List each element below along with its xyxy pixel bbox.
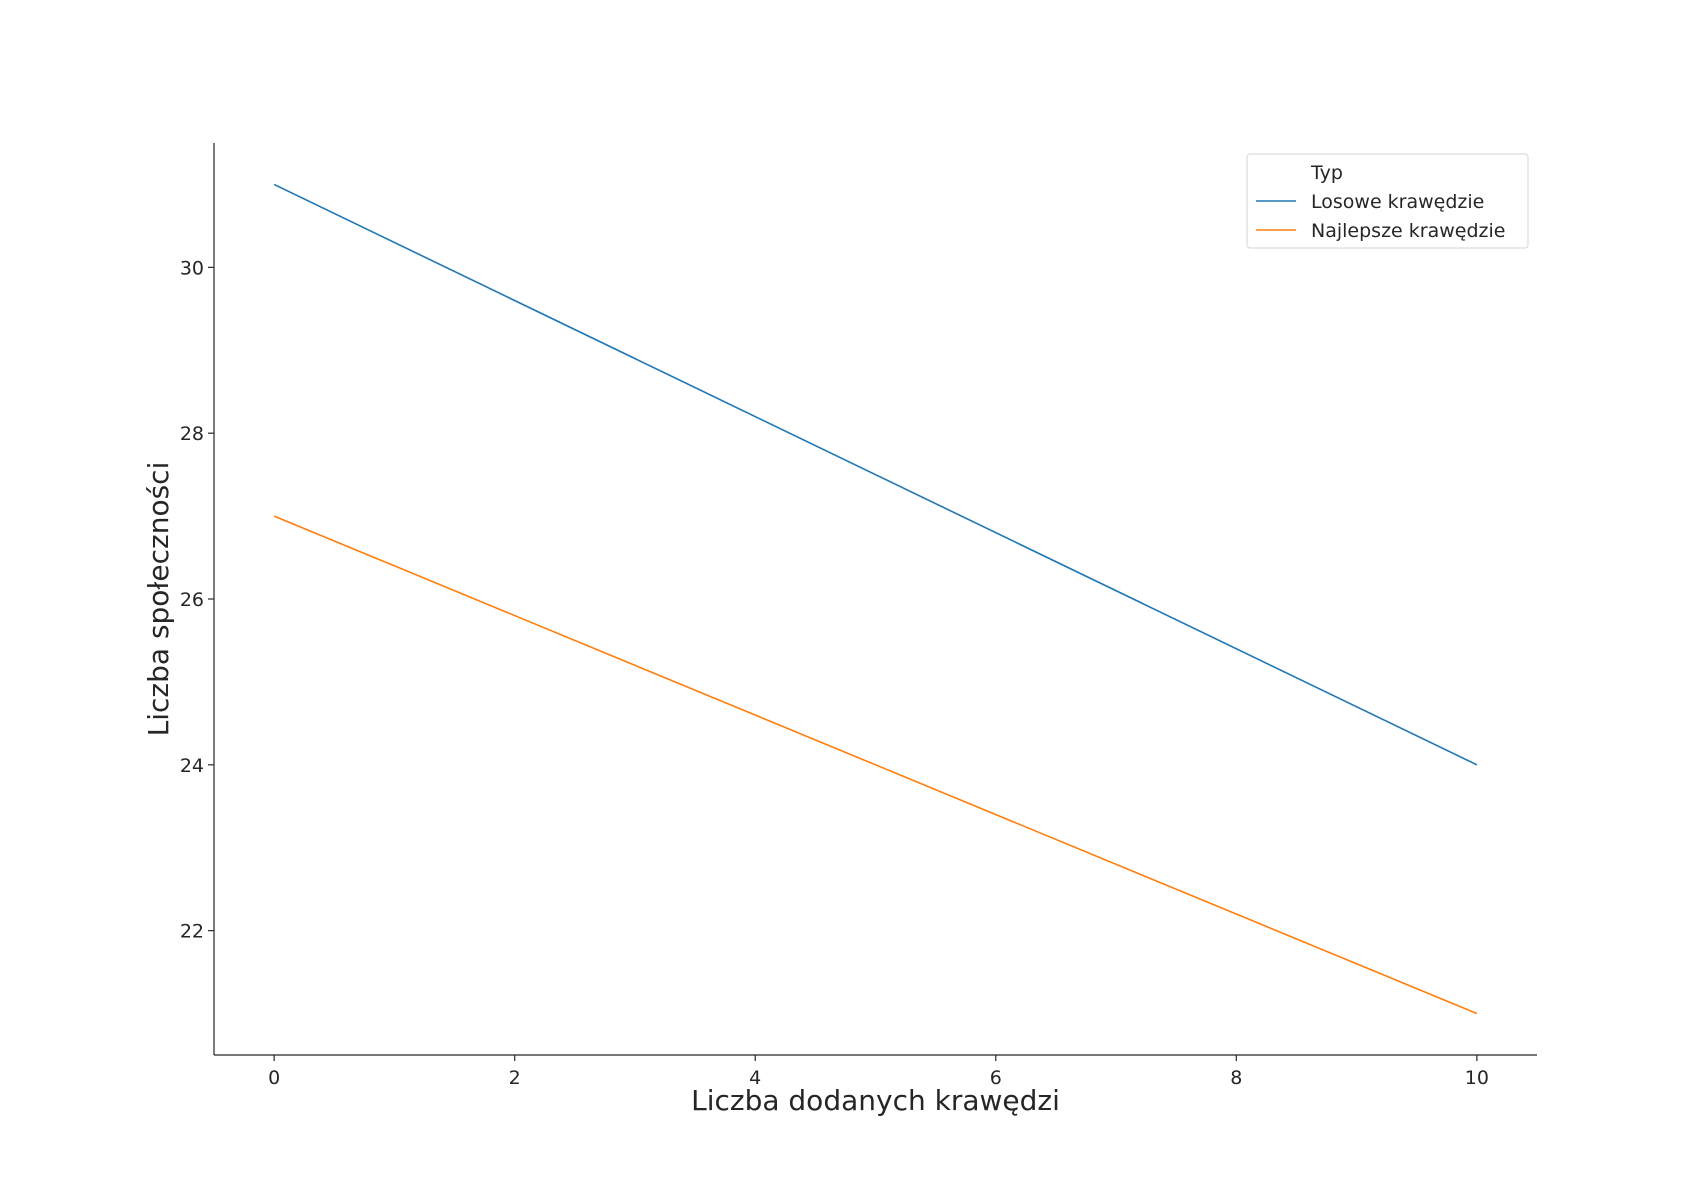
x-tick-label: 2: [509, 1067, 521, 1089]
x-tick-label: 10: [1465, 1067, 1489, 1089]
series-layer: [273, 183, 1478, 1015]
y-tick-label: 30: [180, 257, 204, 279]
x-tick-label: 6: [990, 1067, 1002, 1089]
x-ticks: 0 2 4 6 8 10: [268, 1055, 1489, 1089]
x-tick-label: 4: [749, 1067, 761, 1089]
series-line-1: [273, 183, 1478, 766]
y-tick-label: 24: [180, 755, 204, 777]
x-tick-label: 0: [268, 1067, 280, 1089]
legend-label-1: Losowe krawędzie: [1311, 191, 1484, 213]
y-ticks: 22 24 26 28 30: [180, 257, 214, 943]
series-line-2: [273, 515, 1478, 1015]
x-axis-title: Liczba dodanych krawędzi: [691, 1084, 1060, 1117]
y-tick-label: 26: [180, 589, 204, 611]
y-tick-label: 28: [180, 423, 204, 445]
legend-title: Typ: [1310, 162, 1343, 184]
y-tick-label: 22: [180, 921, 204, 943]
x-tick-label: 8: [1230, 1067, 1242, 1089]
legend-box: [1246, 153, 1529, 249]
legend-entries: Losowe krawędzie Najlepsze krawędzie: [1256, 191, 1505, 242]
y-axis-title: Liczba społeczności: [142, 462, 175, 737]
legend: Typ Losowe krawędzie Najlepsze krawędzie: [1246, 153, 1529, 249]
legend-label-2: Najlepsze krawędzie: [1311, 220, 1505, 242]
